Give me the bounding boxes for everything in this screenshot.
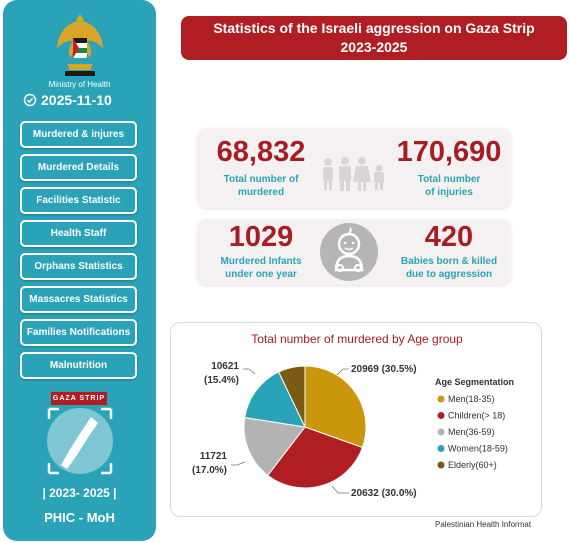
nav-families-notifications-button[interactable]: Families Notifications [20, 319, 137, 346]
years-range: | 2023- 2025 | [42, 486, 117, 500]
palestine-eagle-emblem-icon [57, 14, 103, 76]
nav-massacres-statistics-button[interactable]: Massacres Statistics [20, 286, 137, 313]
murdered-label: Total number of murdered [223, 174, 299, 198]
legend-item-men-36-59: Men(36-59) [448, 427, 495, 437]
chart-title: Total number of murdered by Age group [251, 332, 463, 346]
gaza-strip-tag: GAZA STRIP [51, 392, 107, 405]
legend-title: Age Segmentation [435, 377, 514, 387]
data-label-men-36-59-pct: (17.0%) [192, 465, 227, 476]
page-title-line2: 2023-2025 [340, 39, 408, 55]
data-label-women-18-59-pct: (15.4%) [204, 375, 239, 386]
ministry-name: Ministry of Health [48, 80, 111, 89]
report-date: 2025-11-10 [41, 92, 112, 108]
infants-label: Murdered Infants under one year [220, 256, 302, 280]
people-group-icon [323, 157, 384, 191]
data-label-men-18-35: 20969 (30.5%) [351, 364, 417, 375]
murdered-count: 68,832 [216, 136, 306, 168]
legend-marker-children [437, 412, 445, 419]
pie-leader-line [336, 368, 349, 376]
legend-item-children: Children(> 18) [448, 411, 505, 421]
data-label-men-36-59: 11721 [200, 451, 228, 462]
sidebar: Ministry of Health 2025-11-10 Murdered &… [3, 0, 156, 541]
nav-murdered-details-button[interactable]: Murdered Details [20, 154, 137, 181]
legend-item-women-18-59: Women(18-59) [448, 444, 508, 454]
babies-count: 420 [424, 221, 474, 253]
babies-label: Babies born & killed due to aggression [400, 256, 498, 280]
legend-marker-men-36-59 [437, 428, 445, 436]
infants-babies-card: 1029 Murdered Infants under one year 420… [197, 219, 511, 285]
infants-count: 1029 [228, 221, 294, 253]
murdered-injuries-card: 68,832 Total number of murdered 170,690 … [197, 128, 511, 208]
nav-facilities-statistic-button[interactable]: Facilities Statistic [20, 187, 137, 214]
age-group-chart-card: Total number of murdered by Age group 20… [170, 322, 542, 517]
date-row: 2025-11-10 [23, 92, 112, 108]
pie-leader-line [243, 368, 256, 375]
organization-name: PHIC - MoH [44, 510, 115, 525]
legend-marker-women-18-59 [437, 445, 445, 452]
pie-slice-women-18-59[interactable] [244, 371, 306, 428]
data-label-children: 20632 (30.0%) [351, 488, 417, 499]
pie-slice-men-36-59[interactable] [243, 417, 306, 477]
page-title: Statistics of the Israeli aggression on … [181, 16, 567, 60]
nav-orphans-statistics-button[interactable]: Orphans Statistics [20, 253, 137, 280]
injuries-count: 170,690 [396, 136, 502, 168]
legend-marker-men-18-35 [437, 395, 445, 403]
pie-slice-men-18-35[interactable] [304, 365, 367, 449]
check-circle-icon [23, 93, 37, 107]
baby-icon [320, 223, 378, 281]
pie-slice-elderly[interactable] [278, 365, 306, 428]
age-group-pie-chart: 20969 (30.5%) 20632 (30.0%) 11721 (17.0%) 10… [192, 361, 514, 499]
pie-leader-line [231, 461, 246, 466]
nav-murdered-injures-button[interactable]: Murdered & injures [20, 121, 137, 148]
nav-malnutrition-button[interactable]: Malnutrition [20, 352, 137, 379]
legend-marker-elderly [437, 461, 445, 469]
injuries-label: Total number of injuries [417, 174, 481, 198]
gaza-map-icon [47, 407, 113, 475]
pie-leader-line [331, 485, 349, 494]
page-title-line1: Statistics of the Israeli aggression on … [213, 20, 535, 36]
nav-health-staff-button[interactable]: Health Staff [20, 220, 137, 247]
legend-item-elderly: Elderly(60+) [448, 460, 497, 470]
pie-slice-children[interactable] [267, 426, 364, 489]
legend-item-men-18-35: Men(18-35) [448, 394, 495, 404]
footer-source: Palestinian Health Informat [435, 520, 532, 529]
data-label-women-18-59: 10621 [211, 361, 239, 372]
